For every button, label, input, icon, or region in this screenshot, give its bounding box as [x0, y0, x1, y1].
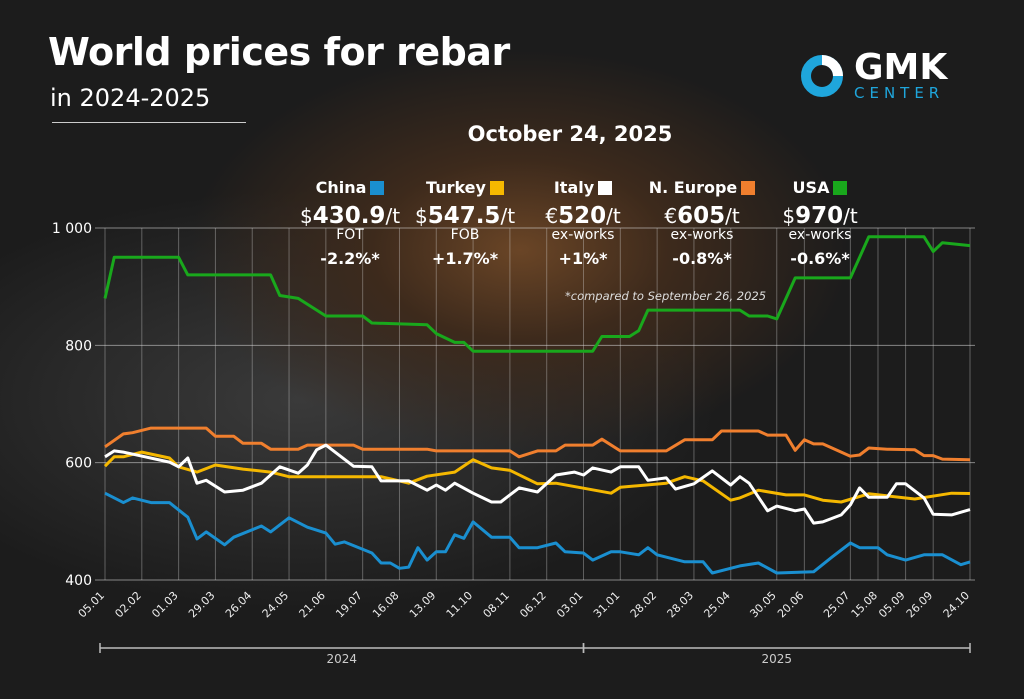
legend-name: Italy [553, 178, 595, 197]
gmk-center-logo: GMK CENTER [800, 50, 947, 101]
x-tick-label: 13.09 [407, 589, 438, 620]
x-tick-label: 02.02 [112, 589, 143, 620]
color-swatch-icon [833, 180, 848, 195]
currency: € [664, 204, 678, 228]
price-basis: ex-works [551, 227, 615, 243]
price-value: 547.5 [427, 203, 501, 229]
price-value: 605 [677, 203, 726, 229]
color-swatch-icon [489, 180, 504, 195]
x-tick-label: 06.12 [517, 589, 548, 620]
x-tick-label: 24.10 [941, 589, 972, 620]
price-change: -0.6%* [790, 249, 850, 268]
legend-item-italy: Italy €520/t ex-works +1%* [518, 178, 648, 268]
page-subtitle: in 2024-2025 [50, 84, 211, 112]
price-basis: FOB [450, 227, 480, 243]
x-tick-label: 19.07 [333, 589, 364, 620]
x-tick-label: 15.08 [849, 589, 880, 620]
x-tick-label: 29.03 [186, 589, 217, 620]
price-unit: /t [385, 204, 401, 228]
price-value: 970 [795, 203, 844, 229]
price-change: -2.2%* [320, 249, 380, 268]
price-change: +1.7%* [431, 249, 499, 268]
series-line-usa [103, 235, 971, 353]
x-tick-label: 26.09 [904, 589, 935, 620]
color-swatch-icon [741, 180, 756, 195]
x-tick-label: 28.03 [665, 589, 696, 620]
currency: $ [299, 204, 313, 228]
price-change: -0.8%* [672, 249, 732, 268]
color-swatch-icon [598, 180, 613, 195]
legend-item-china: China $430.9/t FOT -2.2%* [285, 178, 415, 268]
currency: $ [414, 204, 428, 228]
x-tick-label: 26.04 [223, 589, 254, 620]
legend-name: USA [792, 178, 830, 197]
y-tick-label: 400 [65, 573, 92, 589]
currency: € [545, 204, 559, 228]
price-unit: /t [606, 204, 621, 228]
price-unit: /t [725, 204, 740, 228]
legend-name: N. Europe [648, 178, 738, 197]
series-line-china [104, 491, 971, 575]
price-basis: FOT [336, 227, 364, 243]
currency: $ [782, 204, 796, 228]
series-line-n-europe [104, 426, 971, 462]
x-tick-label: 01.03 [149, 589, 180, 620]
year-label: 2024 [326, 652, 357, 666]
price-basis: ex-works [670, 227, 734, 243]
report-date: October 24, 2025 [467, 122, 673, 146]
y-tick-label: 1 000 [52, 221, 92, 237]
x-tick-label: 03.01 [554, 589, 585, 620]
price-change: +1%* [558, 249, 608, 268]
price-value: 520 [558, 203, 607, 229]
legend-name: China [315, 178, 367, 197]
x-tick-label: 28.02 [628, 589, 659, 620]
series-line-turkey [103, 450, 971, 504]
x-tick-label: 24.05 [260, 589, 291, 620]
x-tick-label: 11.10 [444, 589, 475, 620]
page-title: World prices for rebar [48, 30, 510, 74]
year-label: 2025 [761, 652, 792, 666]
price-unit: /t [500, 204, 516, 228]
logo-text: GMK [854, 47, 948, 88]
legend-name: Turkey [426, 178, 486, 197]
series-line-italy [104, 443, 971, 525]
x-tick-label: 08.11 [481, 589, 512, 620]
x-tick-label: 05.09 [876, 589, 907, 620]
x-tick-label: 20.06 [775, 589, 806, 620]
y-tick-label: 800 [65, 338, 92, 354]
legend-item-usa: USA $970/t ex-works -0.6%* [755, 178, 885, 268]
logo-subtext: CENTER [854, 84, 945, 102]
logo-ring-icon [801, 54, 843, 97]
price-value: 430.9 [312, 203, 386, 229]
x-tick-label: 25.04 [701, 589, 732, 620]
x-tick-label: 31.01 [591, 589, 622, 620]
price-basis: ex-works [788, 227, 852, 243]
title-divider [52, 122, 246, 123]
color-swatch-icon [370, 180, 385, 195]
x-tick-label: 30.05 [747, 589, 778, 620]
x-tick-label: 25.07 [821, 589, 852, 620]
comparison-note: *compared to September 26, 2025 [565, 289, 767, 303]
x-tick-label: 16.08 [370, 589, 401, 620]
x-tick-label: 05.01 [76, 589, 107, 620]
x-tick-label: 21.06 [297, 589, 328, 620]
y-tick-label: 600 [65, 456, 92, 472]
legend-item-turkey: Turkey $547.5/t FOB +1.7%* [400, 178, 530, 268]
price-unit: /t [843, 204, 858, 228]
legend-item-n-europe: N. Europe €605/t ex-works -0.8%* [637, 178, 767, 268]
